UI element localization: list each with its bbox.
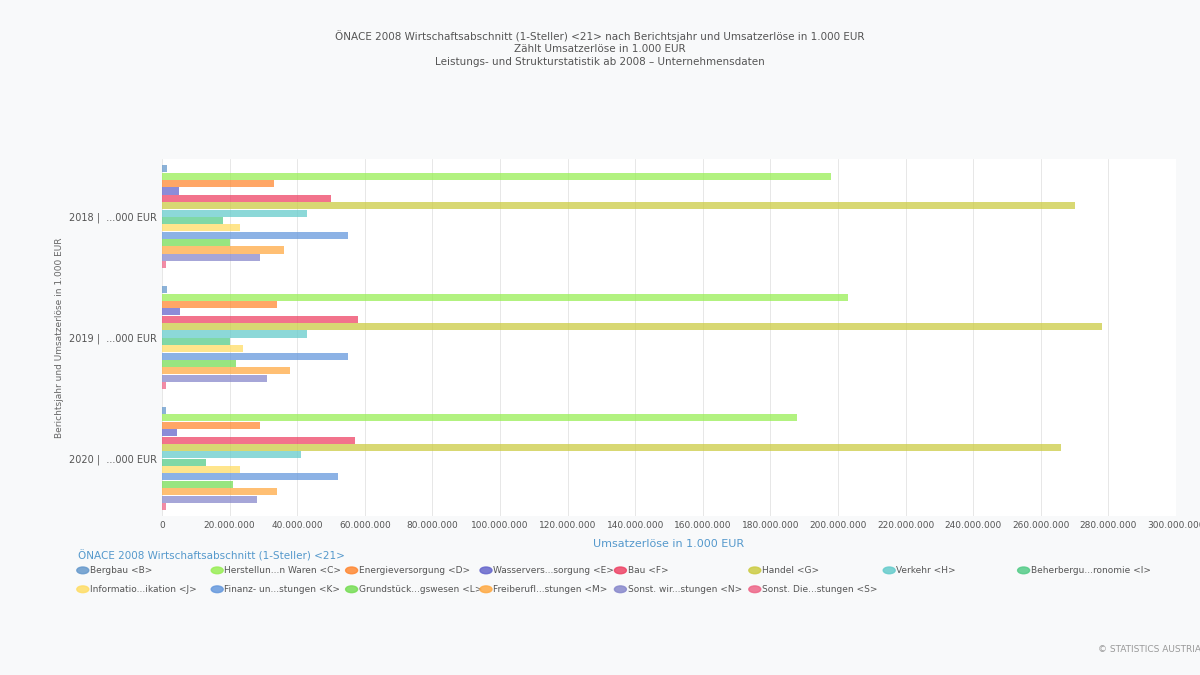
Bar [162, 246, 283, 254]
Bar [162, 224, 240, 232]
Bar [162, 466, 240, 473]
Text: Sonst. Die...stungen <S>: Sonst. Die...stungen <S> [762, 585, 877, 594]
Text: Wasservers...sorgung <E>: Wasservers...sorgung <E> [493, 566, 614, 575]
Text: Freiberufl...stungen <M>: Freiberufl...stungen <M> [493, 585, 607, 594]
Text: © STATISTICS AUSTRIA: © STATISTICS AUSTRIA [1098, 645, 1200, 653]
Bar [162, 188, 179, 194]
X-axis label: Umsatzerlöse in 1.000 EUR: Umsatzerlöse in 1.000 EUR [594, 539, 744, 549]
Text: Zählt Umsatzerlöse in 1.000 EUR: Zählt Umsatzerlöse in 1.000 EUR [514, 44, 686, 54]
Bar [162, 180, 274, 187]
Bar [162, 239, 229, 246]
Bar [162, 407, 167, 414]
Bar [162, 331, 307, 338]
Bar [162, 210, 307, 217]
Bar [162, 437, 355, 443]
Bar [162, 173, 832, 180]
Text: Grundstück...gswesen <L>: Grundstück...gswesen <L> [359, 585, 482, 594]
Bar [162, 375, 266, 382]
Text: Informatio...ikation <J>: Informatio...ikation <J> [90, 585, 197, 594]
Bar [162, 308, 180, 315]
Text: Sonst. wir...stungen <N>: Sonst. wir...stungen <N> [628, 585, 742, 594]
Bar [162, 338, 229, 345]
Y-axis label: Berichtsjahr und Umsatzerlöse in 1.000 EUR: Berichtsjahr und Umsatzerlöse in 1.000 E… [54, 237, 64, 438]
Bar [162, 503, 166, 510]
Text: Bau <F>: Bau <F> [628, 566, 668, 575]
Bar [162, 165, 167, 172]
Bar [162, 414, 798, 421]
Bar [162, 495, 257, 503]
Bar [162, 254, 260, 261]
Bar [162, 488, 277, 495]
Bar [162, 217, 223, 224]
Bar [162, 232, 348, 239]
Bar [162, 202, 1075, 209]
Text: Herstellun...n Waren <C>: Herstellun...n Waren <C> [224, 566, 341, 575]
Text: Leistungs- und Strukturstatistik ab 2008 – Unternehmensdaten: Leistungs- und Strukturstatistik ab 2008… [436, 57, 764, 68]
Bar [162, 452, 300, 458]
Bar [162, 261, 166, 268]
Bar [162, 481, 233, 488]
Bar [162, 422, 260, 429]
Bar [162, 367, 290, 375]
Bar [162, 294, 848, 300]
Text: Finanz- un...stungen <K>: Finanz- un...stungen <K> [224, 585, 341, 594]
Text: Energieversorgung <D>: Energieversorgung <D> [359, 566, 470, 575]
Bar [162, 286, 168, 293]
Text: ÖNACE 2008 Wirtschaftsabschnitt (1-Steller) <21> nach Berichtsjahr und Umsatzerl: ÖNACE 2008 Wirtschaftsabschnitt (1-Stell… [335, 30, 865, 43]
Bar [162, 301, 277, 308]
Text: Handel <G>: Handel <G> [762, 566, 820, 575]
Bar [162, 323, 1102, 330]
Bar [162, 345, 244, 352]
Text: Verkehr <H>: Verkehr <H> [896, 566, 956, 575]
Bar [162, 316, 358, 323]
Bar [162, 360, 236, 367]
Bar [162, 382, 167, 389]
Bar [162, 352, 348, 360]
Bar [162, 429, 178, 436]
Bar [162, 444, 1061, 451]
Text: Bergbau <B>: Bergbau <B> [90, 566, 152, 575]
Text: ÖNACE 2008 Wirtschaftsabschnitt (1-Steller) <21>: ÖNACE 2008 Wirtschaftsabschnitt (1-Stell… [78, 550, 344, 562]
Bar [162, 459, 206, 466]
Bar [162, 195, 331, 202]
Bar [162, 473, 337, 481]
Text: Beherbergu...ronomie <I>: Beherbergu...ronomie <I> [1031, 566, 1151, 575]
